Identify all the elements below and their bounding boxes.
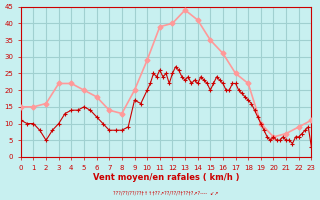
X-axis label: Vent moyen/en rafales ( km/h ): Vent moyen/en rafales ( km/h ) — [93, 173, 239, 182]
Text: ???/??/??/??†↑↑†??↗??/??/?†??†?↗?----  ↙↗: ???/??/??/??†↑↑†??↗??/??/?†??†?↗?---- ↙↗ — [113, 190, 219, 195]
